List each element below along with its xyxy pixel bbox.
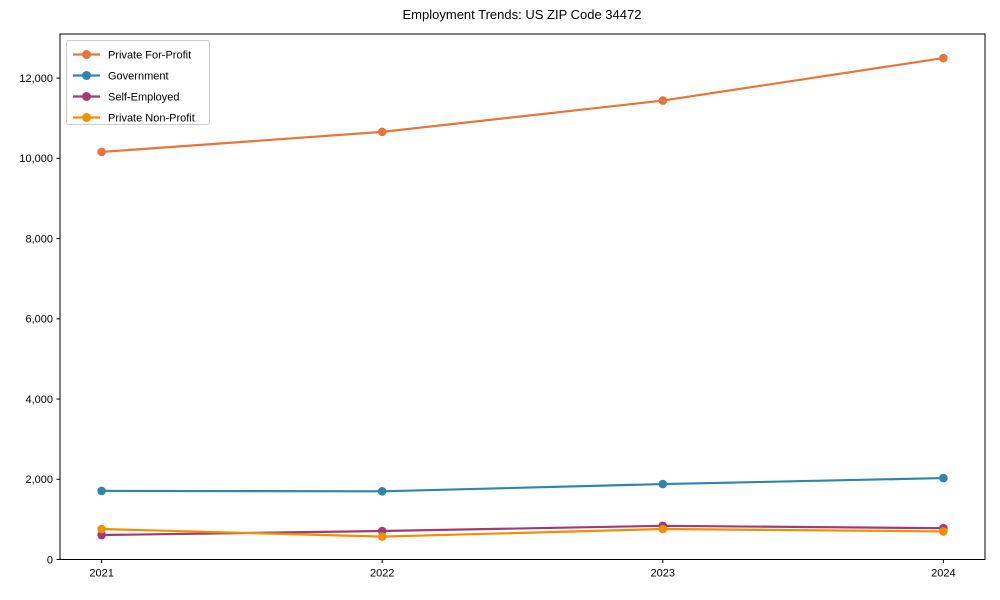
y-tick-label: 10,000 [19, 153, 53, 165]
data-point [377, 487, 387, 496]
x-tick-label: 2023 [651, 568, 675, 580]
plot-area: 0 2,000 4,000 6,000 8,000 10,000 12,000 2021 202… [19, 33, 986, 580]
data-point [658, 524, 668, 534]
data-point [377, 127, 387, 137]
data-point [939, 473, 948, 483]
x-tick-label: 2021 [89, 568, 113, 580]
data-point [97, 524, 106, 534]
data-point [377, 532, 387, 541]
data-point [658, 479, 668, 489]
y-tick-label: 8,000 [25, 233, 53, 245]
legend-item: Private Non-Profit [73, 112, 195, 124]
data-point [939, 527, 948, 536]
data-point [97, 530, 106, 540]
legend-item: Government [73, 70, 169, 82]
legend-box [66, 40, 210, 125]
series-line-private-non-profit [101, 527, 944, 538]
y-tick-label: 4,000 [25, 394, 53, 406]
x-tick-label: 2022 [370, 568, 394, 580]
y-tick-label: 0 [47, 554, 53, 566]
legend-item: Private For-Profit [73, 49, 191, 61]
y-tick-label: 12,000 [19, 73, 53, 85]
y-tick-label: 2,000 [25, 474, 53, 486]
legend-marker-icon [82, 92, 91, 101]
legend-marker-icon [82, 113, 91, 122]
chart-title: Employment Trends: US ZIP Code 34472 [403, 7, 642, 22]
legend-label: Private For-Profit [108, 49, 191, 61]
series-line-government [101, 476, 944, 493]
legend-item: Self-Employed [73, 91, 180, 103]
legend-marker-icon [82, 50, 91, 59]
axes-frame [59, 33, 986, 560]
legend-label: Private Non-Profit [108, 112, 195, 124]
y-tick-label: 6,000 [25, 314, 53, 326]
x-tick-label: 2024 [931, 568, 955, 580]
legend-marker-icon [82, 71, 91, 80]
legend: Private For-Profit Government Self-Employe… [66, 40, 210, 125]
data-point [97, 486, 106, 496]
legend-label: Self-Employed [108, 91, 180, 103]
data-point [939, 53, 948, 63]
legend-label: Government [108, 70, 169, 82]
data-point [97, 147, 106, 157]
data-point [658, 96, 668, 105]
series-line-private-for-profit [101, 56, 944, 154]
